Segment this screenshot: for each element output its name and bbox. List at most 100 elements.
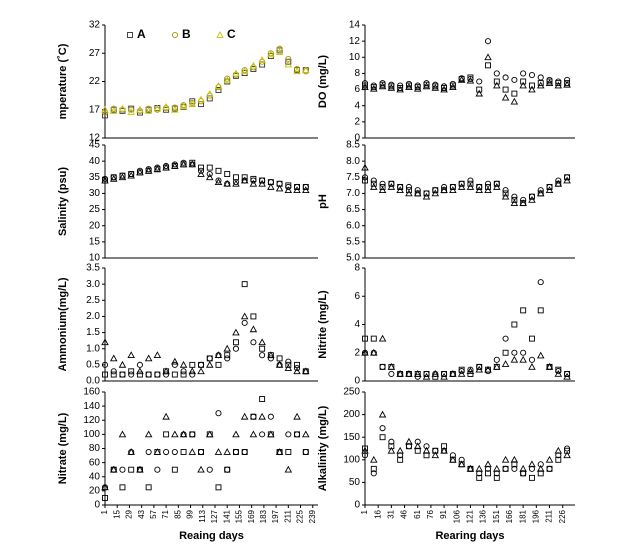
point [396,85,404,93]
point [119,466,126,473]
point [361,446,369,454]
y-axis-title: Ammonium(mg/L) [57,277,69,371]
point [564,447,571,454]
point [110,105,117,112]
point [189,431,196,438]
point [457,75,466,83]
point [118,173,127,181]
point [171,361,178,368]
point [180,449,187,455]
point [537,307,544,314]
point [136,371,143,378]
point [511,90,518,97]
point [564,174,571,181]
point [171,466,178,473]
point [197,361,205,368]
point [302,367,310,375]
point [293,367,301,375]
point [405,437,413,445]
point [259,431,266,438]
point [528,460,536,468]
point [232,345,239,352]
point [205,360,214,368]
point [423,443,430,450]
point [284,186,293,194]
point [179,160,188,168]
y-tick-label: 2.5 [86,295,100,306]
point [440,446,448,454]
x-tick-label: 197 [271,509,280,523]
point [180,159,187,166]
point [119,371,126,378]
point [370,465,377,472]
point [502,335,509,342]
point [249,325,258,333]
point [378,410,387,418]
point [502,74,509,81]
point [293,412,301,420]
point [128,171,135,178]
point [485,470,491,477]
point [294,361,300,368]
point [449,186,457,194]
point [267,413,274,420]
point [370,348,378,356]
point [449,455,457,463]
y-tick-label: 8.5 [346,140,360,151]
point [379,184,386,190]
y-tick-label: 0.5 [86,359,100,370]
point [144,354,153,362]
x-tick-label: 16 [373,509,382,518]
point [179,430,188,438]
point [457,183,466,190]
point [250,313,257,320]
point [441,370,448,377]
point [370,84,378,92]
point [197,167,205,174]
point [362,335,368,342]
point [546,183,553,191]
point [110,371,117,378]
point [476,474,483,481]
point [285,449,292,455]
point [554,370,563,377]
panel: 0.0 0.5 1.0 1.5 2.0 2.5 3.0 3.5 Ammonium(mg/L) [57,263,318,387]
point [240,67,249,75]
point [467,76,474,83]
point [502,187,509,194]
point [284,60,293,68]
y-axis-title: DO (mg/L) [317,55,329,108]
legend-marker [216,31,224,38]
point [275,360,284,368]
point [145,105,152,112]
point [241,281,248,288]
point [519,199,527,206]
point [101,105,109,113]
point [554,446,563,454]
point [102,112,108,119]
point [510,199,519,206]
point [162,412,170,420]
point [153,448,162,455]
point [171,371,178,378]
point [484,186,492,194]
point [127,171,135,179]
point [405,443,412,450]
point [198,164,204,171]
point [223,344,231,352]
point [387,84,396,91]
point [466,183,475,190]
point [511,193,518,200]
x-tick-label: 211 [545,509,554,522]
point [528,356,535,363]
y-tick-label: 60 [89,457,101,468]
point [501,93,510,101]
x-tick-label: 196 [531,509,540,523]
point [536,81,545,89]
point [422,82,431,90]
point [136,361,143,368]
y-tick-label: 14 [349,20,361,31]
point [171,104,178,111]
point [449,80,456,87]
point [476,363,483,370]
